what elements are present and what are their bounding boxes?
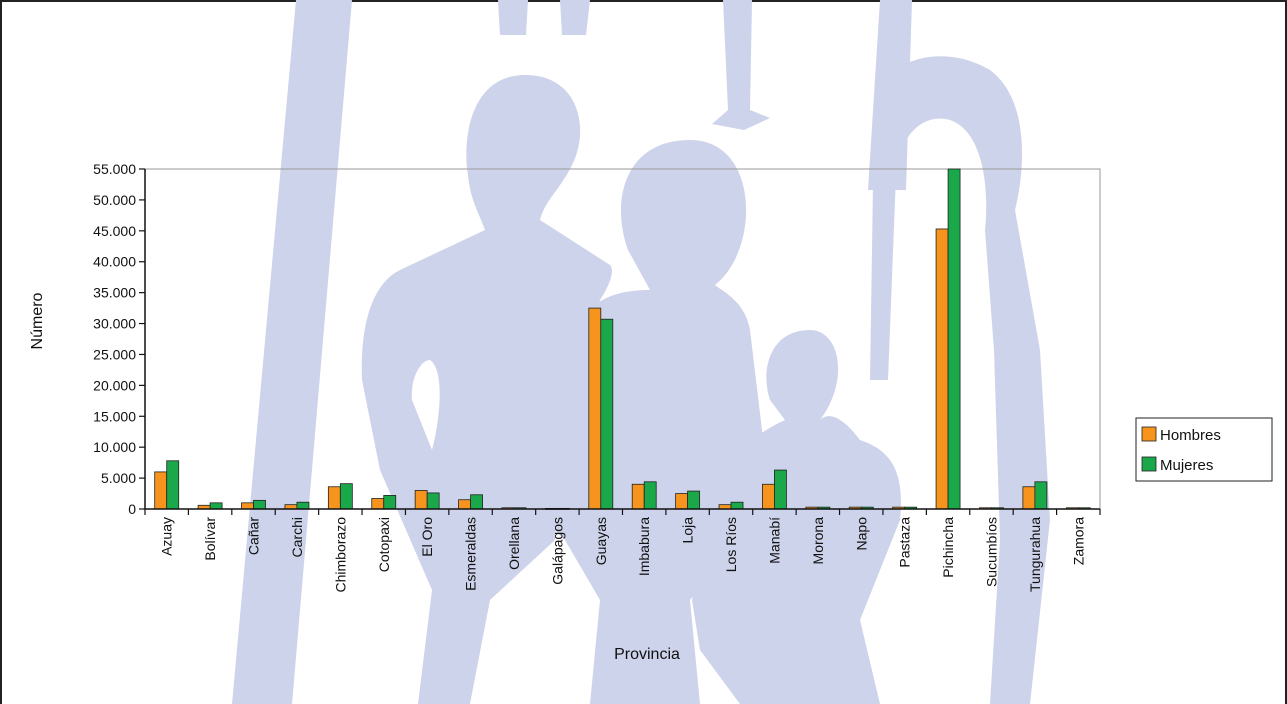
bar-mujeres-12 (687, 490, 701, 510)
x-tick-label: El Oro (419, 517, 435, 557)
y-tick-label: 0 (128, 501, 136, 517)
y-tick-label: 10.000 (93, 439, 136, 455)
legend-label-hombres: Hombres (1160, 427, 1221, 444)
x-tick-label: Esmeraldas (463, 517, 479, 591)
y-tick-label: 15.000 (93, 408, 136, 424)
bar-hombres-0 (154, 471, 168, 510)
bar-mujeres-0 (166, 460, 180, 510)
bar-hombres-10 (588, 307, 602, 510)
bar-mujeres-10 (600, 318, 614, 510)
y-tick-label: 45.000 (93, 223, 136, 239)
bar-mujeres-20 (1034, 481, 1048, 510)
y-tick-label: 5.000 (101, 470, 136, 486)
x-tick-label: Pichincha (940, 517, 956, 578)
y-tick-label: 30.000 (93, 316, 136, 332)
y-axis-title: Número (29, 292, 46, 349)
x-tick-label: Chimborazo (332, 517, 348, 593)
legend-swatch-hombres (1141, 426, 1157, 442)
y-tick-label: 25.000 (93, 346, 136, 362)
bars-layer (154, 168, 1091, 510)
bar-mujeres-7 (470, 494, 483, 510)
x-tick-label: Cañar (246, 517, 262, 555)
x-tick-label: Manabí (766, 517, 782, 564)
bar-mujeres-3 (296, 501, 310, 510)
bar-hombres-5 (371, 498, 385, 510)
bar-mujeres-5 (383, 494, 397, 510)
x-tick-label: Loja (680, 517, 696, 544)
x-tick-label: Morona (810, 517, 826, 565)
bar-mujeres-4 (339, 483, 353, 510)
bar-hombres-7 (458, 499, 471, 510)
x-axis-title: Provincia (614, 646, 680, 663)
bar-mujeres-14 (774, 469, 787, 510)
legend: Hombres Mujeres (1135, 417, 1273, 482)
bar-hombres-11 (631, 483, 645, 510)
axes-layer: Azuay Bolívar Cañar Carchi Chimborazo Cotopax… (93, 161, 1101, 593)
y-tick-label: 40.000 (93, 254, 136, 270)
y-tick-label: 55.000 (93, 161, 136, 177)
x-tick-label: Sucumbíos (983, 517, 999, 587)
bar-hombres-14 (762, 483, 775, 510)
x-tick-label: Napo (853, 517, 869, 551)
x-tick-label: Zamora (1070, 517, 1086, 565)
bar-hombres-2 (241, 502, 254, 510)
watermark-silhouette (232, 0, 1050, 704)
bar-mujeres-2 (253, 499, 266, 510)
bar-mujeres-18 (947, 168, 961, 510)
y-tick-label: 50.000 (93, 192, 136, 208)
bar-hombres-4 (327, 486, 341, 510)
y-tick-label: 35.000 (93, 285, 136, 301)
x-tick-label: Orellana (506, 517, 522, 570)
x-tick-label: Tungurahua (1027, 517, 1043, 592)
bar-hombres-18 (935, 228, 949, 510)
x-tick-label: Guayas (593, 517, 609, 565)
y-tick-label: 20.000 (93, 377, 136, 393)
bar-hombres-6 (414, 490, 428, 510)
bar-hombres-20 (1022, 486, 1036, 510)
legend-label-mujeres: Mujeres (1160, 457, 1213, 474)
bar-hombres-12 (675, 493, 689, 510)
bar-mujeres-6 (426, 492, 440, 510)
x-tick-label: Carchi (289, 517, 305, 557)
bar-mujeres-1 (209, 502, 223, 510)
x-tick-label: Cotopaxi (376, 517, 392, 572)
bar-mujeres-11 (643, 481, 657, 510)
legend-swatch-mujeres (1141, 456, 1157, 472)
bar-mujeres-13 (730, 501, 744, 510)
x-tick-label: Azuay (159, 517, 175, 556)
legend-box (1135, 417, 1273, 482)
x-tick-label: Galápagos (549, 517, 565, 585)
x-tick-label: Bolívar (202, 517, 218, 561)
x-tick-label: Los Ríos (723, 517, 739, 572)
x-tick-label: Pastaza (897, 517, 913, 568)
x-tick-label: Imbabura (636, 517, 652, 576)
